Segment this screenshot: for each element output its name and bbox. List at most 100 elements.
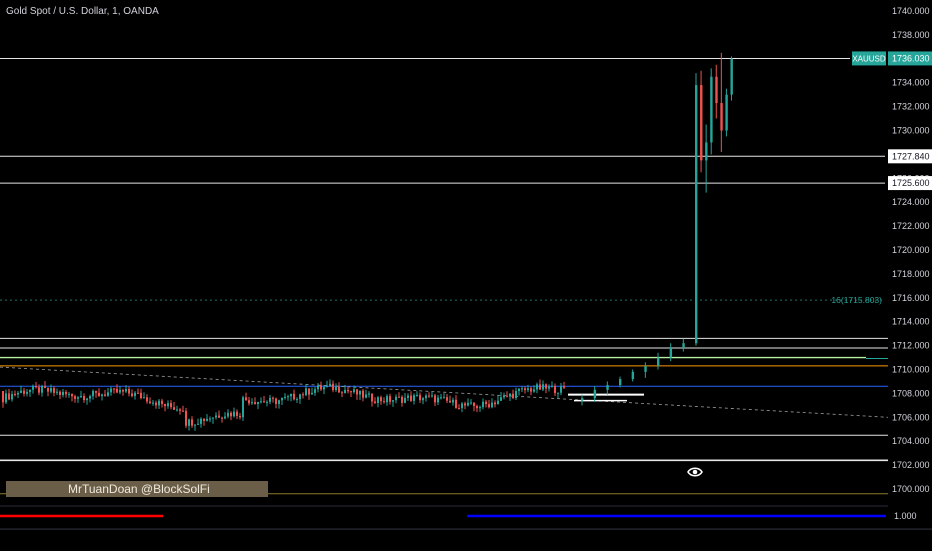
candle-body: [461, 403, 463, 409]
candle-body: [593, 389, 597, 399]
candle-body: [401, 396, 403, 403]
candle-body: [26, 391, 28, 394]
candle-body: [83, 396, 85, 401]
candle-body: [233, 411, 235, 417]
candle-body: [695, 85, 698, 344]
candle-body: [380, 397, 382, 402]
candle-body: [191, 419, 193, 426]
oscillator-value-label: 1.000: [894, 511, 917, 521]
candle-body: [311, 392, 313, 395]
candle-body: [14, 394, 16, 396]
candle-body: [503, 395, 505, 398]
candle-body: [125, 389, 127, 392]
candle-body: [20, 390, 22, 393]
level-badge-text: 1727.840: [892, 151, 930, 161]
candle-body: [293, 393, 295, 400]
candle-body: [164, 403, 166, 407]
candle-body: [341, 392, 343, 394]
candle-body: [353, 389, 355, 393]
level-badge: [888, 176, 932, 191]
candle-body: [194, 424, 196, 426]
candle-body: [245, 397, 247, 401]
candle-body: [296, 399, 298, 401]
candle-body: [116, 388, 118, 393]
candle-body: [455, 399, 457, 408]
candle-body: [329, 383, 331, 386]
candle-body: [284, 396, 286, 398]
candle-body: [29, 389, 31, 392]
price-tick-label: 1708.000: [892, 388, 930, 398]
candle-body: [17, 392, 19, 395]
price-tick-label: 1700.000: [892, 484, 930, 494]
price-tick-label: 1714.000: [892, 317, 930, 327]
candle-body: [449, 400, 451, 403]
candle-body: [389, 396, 391, 402]
candle-body: [536, 384, 538, 390]
candle-body: [275, 398, 277, 404]
eye-icon[interactable]: [687, 466, 703, 478]
last-price-badge: [888, 51, 932, 66]
candle-body: [56, 391, 58, 393]
candle-body: [95, 391, 97, 393]
candle-body: [143, 397, 145, 399]
candle-body: [71, 393, 73, 397]
candle-body: [53, 388, 55, 393]
candle-body: [494, 402, 496, 405]
candle-body: [542, 384, 544, 390]
candle-body: [560, 385, 562, 393]
candle-body: [395, 396, 397, 401]
candle-body: [254, 402, 256, 405]
candle-body: [173, 407, 175, 410]
price-tick-label: 1740.000: [892, 6, 930, 16]
candle-body: [344, 389, 346, 394]
candle-body: [323, 387, 325, 390]
candle-body: [89, 396, 91, 399]
candle-body: [374, 401, 376, 403]
symbol-badge-text: XAUUSD: [852, 54, 886, 63]
trend-line: [0, 366, 889, 418]
candle-body: [512, 393, 514, 399]
symbol-badge: [852, 51, 886, 66]
candle-body: [218, 415, 220, 418]
candle-body: [476, 406, 478, 409]
candle-body: [263, 401, 265, 403]
price-tick-label: 1730.000: [892, 126, 930, 136]
candle-body: [188, 419, 190, 426]
candle-body: [179, 409, 181, 411]
candle-body: [347, 389, 349, 392]
candle-body: [113, 388, 115, 390]
candle-body: [236, 411, 238, 416]
chart-title: Gold Spot / U.S. Dollar, 1, OANDA: [6, 6, 159, 17]
candle-body: [440, 397, 442, 399]
candle-body: [581, 398, 584, 401]
candle-body: [77, 397, 79, 399]
candle-body: [134, 392, 136, 397]
candle-body: [182, 410, 184, 412]
candle-body: [32, 385, 34, 390]
candle-body: [215, 415, 217, 418]
candle-body: [554, 385, 556, 394]
candle-body: [657, 357, 660, 366]
candle-body: [23, 390, 25, 394]
candle-body: [74, 396, 76, 399]
candle-body: [428, 395, 430, 397]
candle-body: [305, 388, 307, 396]
candle-body: [545, 384, 547, 389]
price-axis[interactable]: 1740.0001738.0001736.0001734.0001732.000…: [892, 6, 930, 494]
price-tick-label: 1702.000: [892, 460, 930, 470]
candle-body: [320, 385, 322, 390]
candle-body: [92, 391, 94, 397]
candle-body: [314, 389, 316, 393]
price-tick-label: 1704.000: [892, 436, 930, 446]
candle-body: [410, 395, 412, 401]
candle-body: [500, 397, 502, 401]
candle-body: [200, 418, 202, 424]
candle-body: [152, 402, 154, 404]
candle-body: [524, 388, 526, 391]
candle-body: [176, 409, 178, 411]
candle-body: [50, 388, 52, 392]
candle-body: [212, 417, 214, 419]
candle-body: [128, 389, 130, 394]
candle-body: [302, 394, 304, 396]
